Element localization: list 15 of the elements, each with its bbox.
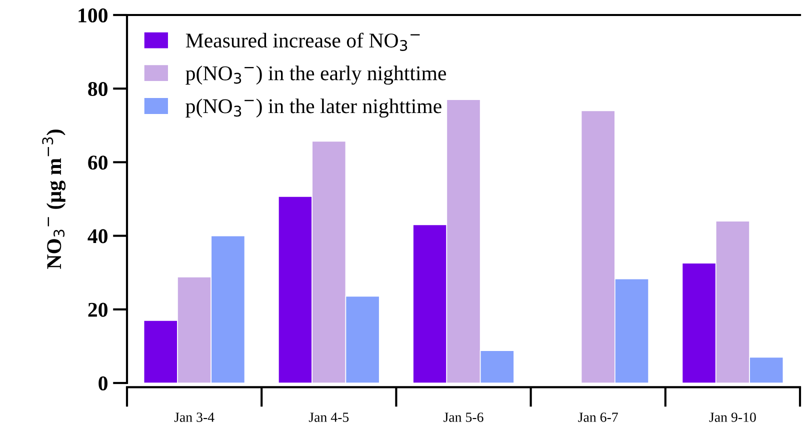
y-axis-title: NO$_{3}$$^{−}$ (µg m$^{−3}$) (42, 130, 66, 269)
y-tick-label: 20 (88, 302, 108, 317)
x-tick-label: Jan 5-6 (444, 412, 484, 422)
x-tick-label: Jan 4-5 (308, 412, 349, 422)
y-tick-label: 80 (88, 82, 108, 96)
y-tick-label: 60 (88, 156, 108, 170)
legend-label: p(NO$_{3}$$^{−}$) in the later nighttime (186, 98, 442, 118)
legend-label: p(NO$_{3}$$^{−}$) in the early nighttime (186, 66, 446, 85)
legend-label: Measured increase of NO$_{3}$$^{−}$ (186, 32, 420, 51)
y-tick-label: 0 (98, 376, 108, 390)
x-tick-label: Jan 6-7 (578, 412, 618, 422)
x-tick-label: Jan 3-4 (174, 412, 214, 422)
x-tick-label: Jan 9-10 (709, 412, 756, 422)
y-tick-label: 40 (88, 229, 108, 244)
y-tick-label: 100 (78, 8, 108, 22)
